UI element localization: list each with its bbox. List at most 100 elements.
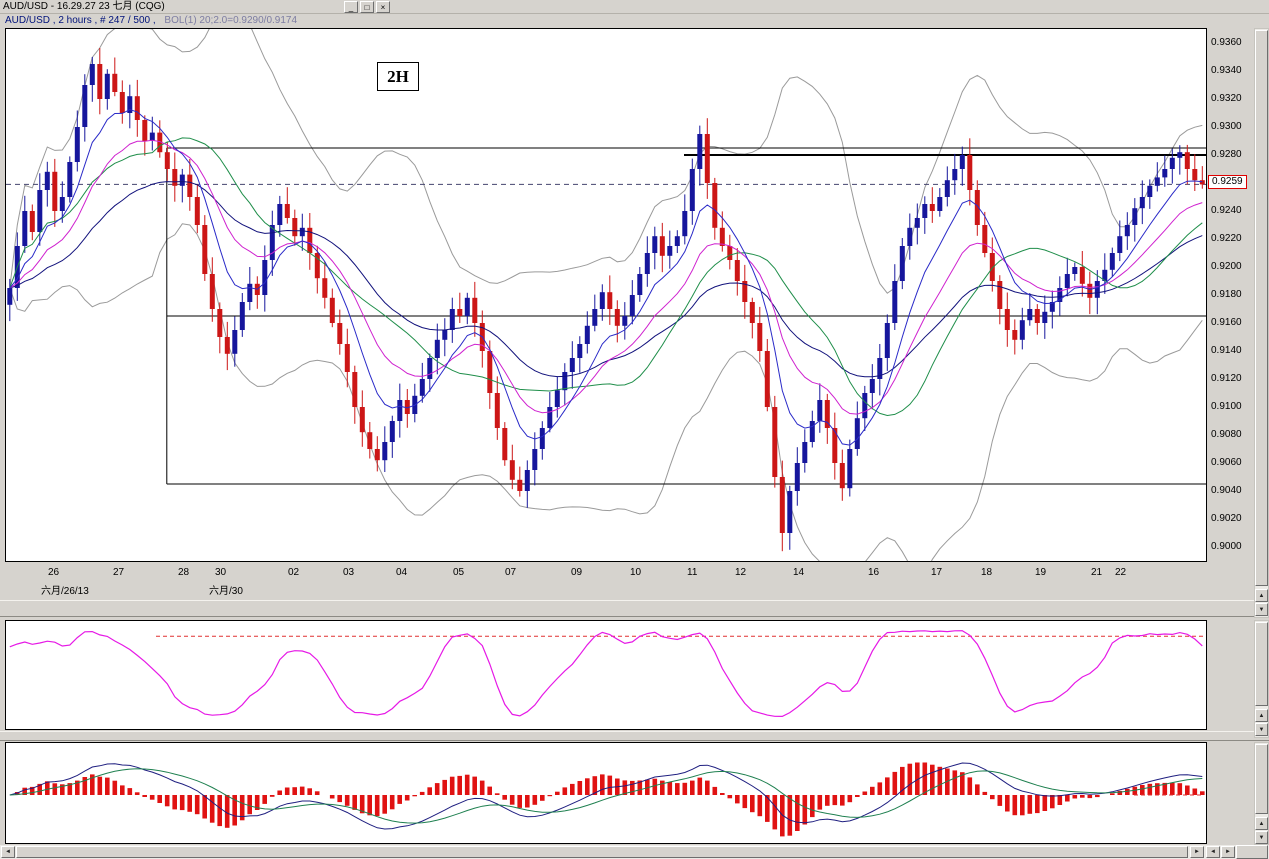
x-axis-label: 02 (288, 567, 300, 578)
x-axis-label: 26 (48, 567, 60, 578)
oscillator-pane[interactable] (5, 620, 1207, 730)
restore-button[interactable]: □ (360, 1, 374, 13)
macd-bar (67, 783, 73, 795)
horizontal-scrollbar[interactable]: ◄ ► ◄ ► (0, 845, 1269, 859)
candle-body (742, 281, 748, 302)
pane-splitter[interactable] (0, 731, 1269, 741)
candle-body (809, 421, 815, 442)
candle-body (607, 292, 613, 309)
candle-body (1184, 152, 1190, 169)
macd-bar (1012, 795, 1018, 816)
scrollbar-thumb[interactable] (16, 846, 1188, 858)
candle-body (1102, 269, 1108, 281)
minimize-button[interactable]: _ (344, 1, 358, 13)
candle-body (427, 358, 433, 379)
macd-bar (1020, 795, 1025, 816)
candle-body (472, 297, 478, 323)
candle-body (592, 309, 598, 326)
oscillator-canvas[interactable] (6, 621, 1206, 729)
macd-bar (780, 795, 785, 837)
pane-splitter[interactable] (0, 600, 1269, 617)
moving-averages-layer (9, 109, 1203, 446)
candle-body (239, 302, 245, 330)
candle-body (787, 491, 793, 533)
scroll-up-icon: ▲ (1258, 712, 1265, 719)
window-title: AUD/USD - 16.29.27 23 七月 (CQG) (3, 1, 165, 12)
scroll-down-button[interactable]: ▼ (1255, 723, 1268, 736)
candle-body (1057, 288, 1063, 302)
macd-bar (389, 795, 395, 810)
candle-body (224, 337, 230, 354)
macd-bar (592, 776, 598, 795)
macd-bar (1125, 788, 1130, 795)
macd-bar (517, 795, 522, 808)
ema8-line (9, 109, 1203, 446)
candle-body (359, 407, 365, 433)
scroll-down-icon: ▼ (1258, 726, 1265, 733)
y-axis-label: 0.9320 (1211, 93, 1242, 104)
price-chart-pane[interactable] (5, 28, 1207, 562)
macd-bar (502, 795, 507, 800)
candle-body (134, 96, 140, 120)
scroll-right-icon: ► (1194, 848, 1200, 855)
candle-body (157, 132, 163, 153)
price-chart-canvas[interactable] (6, 29, 1206, 561)
macd-bar (367, 795, 372, 816)
scroll-right-button[interactable]: ► (1190, 846, 1204, 858)
scroll-up-button[interactable]: ▲ (1255, 709, 1268, 722)
macd-bar (705, 780, 710, 795)
macd-bar (1110, 793, 1115, 795)
scroll-up-button[interactable]: ▲ (1255, 589, 1268, 602)
scrollbar-thumb[interactable] (1255, 744, 1268, 814)
macd-bar (742, 795, 748, 809)
x-axis-month-label: 六月/26/13 (41, 586, 89, 597)
macd-bar (607, 775, 613, 795)
scrollbar-thumb[interactable] (1255, 622, 1268, 706)
candle-body (659, 236, 665, 256)
scroll-down-button[interactable]: ▼ (1255, 603, 1268, 616)
candle-body (974, 190, 980, 225)
macd-pane[interactable] (5, 742, 1207, 844)
candle-body (397, 400, 403, 421)
macd-bar (75, 780, 80, 795)
price-axis[interactable]: 0.93600.93400.93200.93000.92800.92600.92… (1211, 28, 1253, 568)
page-left-button[interactable]: ◄ (1206, 846, 1220, 858)
macd-bar (1200, 791, 1205, 795)
macd-bar (457, 775, 462, 795)
candle-body (899, 246, 905, 281)
close-button[interactable]: × (376, 1, 390, 13)
page-right-button[interactable]: ► (1221, 846, 1235, 858)
oscillator-line (9, 630, 1203, 718)
candle-body (37, 190, 43, 232)
scrollbar-thumb[interactable] (1255, 30, 1268, 586)
macd-vertical-scrollbar[interactable]: ▲ ▼ (1254, 742, 1269, 845)
scroll-left-button[interactable]: ◄ (1, 846, 15, 858)
candle-body (187, 174, 193, 197)
macd-bar (1080, 795, 1085, 798)
scroll-up-button[interactable]: ▲ (1255, 817, 1268, 830)
macd-bar (1170, 782, 1175, 795)
macd-bar (982, 791, 988, 795)
macd-bar (810, 795, 815, 818)
macd-canvas[interactable] (6, 743, 1206, 843)
scroll-up-icon: ▲ (1258, 820, 1265, 827)
y-axis-label: 0.9200 (1211, 261, 1242, 272)
candle-body (764, 351, 770, 407)
candle-body (232, 330, 238, 354)
macd-bar (329, 795, 335, 799)
instrument-label: AUD/USD , 2 hours , # 247 / 500 , (5, 15, 156, 26)
candle-body (502, 428, 508, 461)
macd-bar (172, 795, 177, 810)
scroll-down-button[interactable]: ▼ (1255, 831, 1268, 844)
bollinger-bands-layer (9, 29, 1203, 561)
candle-body (712, 183, 718, 228)
main-chart-vertical-scrollbar[interactable]: ▲ ▼ (1254, 28, 1269, 618)
candle-body (67, 162, 73, 197)
candle-body (389, 421, 395, 442)
y-axis-label: 0.9140 (1211, 345, 1242, 356)
time-axis[interactable]: 26 27 28 30 02 03 04 05 07 09 10 11 12 14 16 17 18 19 21 22 (5, 567, 1207, 579)
macd-bar (525, 795, 530, 808)
oscillator-vertical-scrollbar[interactable]: ▲ ▼ (1254, 620, 1269, 738)
candle-body (367, 432, 373, 449)
macd-bar (479, 780, 485, 795)
